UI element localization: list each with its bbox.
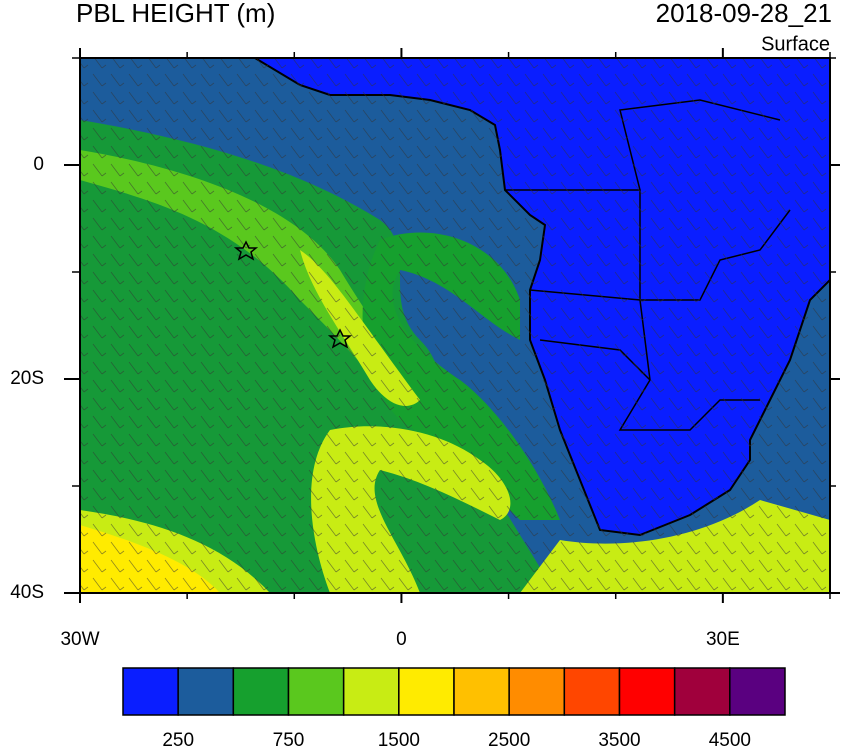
colorbar-label: 4500 <box>709 730 751 750</box>
valid-time: 2018-09-28_21 <box>656 0 832 28</box>
colorbar-box <box>563 667 621 716</box>
x-tick-label: 30E <box>706 629 740 650</box>
colorbar-box <box>618 667 676 716</box>
colorbar-box <box>122 667 179 716</box>
title: PBL HEIGHT (m) <box>76 0 275 28</box>
x-tick-label: 0 <box>396 629 407 650</box>
y-tick-label: 20S <box>10 368 44 389</box>
map-field <box>80 58 830 593</box>
star-marker <box>327 328 353 349</box>
y-tick-label: 0 <box>33 154 44 175</box>
colorbar: 250 750 1500 2500 3500 4500 <box>122 667 786 750</box>
colorbar-box <box>232 667 290 716</box>
colorbar-label: 2500 <box>488 730 530 750</box>
colorbar-label: 1500 <box>378 730 420 750</box>
wind-barbs <box>80 58 830 593</box>
y-tick-label: 40S <box>10 582 44 603</box>
colorbar-label: 3500 <box>598 730 640 750</box>
map-frame <box>79 57 831 594</box>
level: Surface <box>761 33 830 55</box>
colorbar-box <box>398 667 455 716</box>
colorbar-box <box>453 667 510 716</box>
axes: 30W 0 30E 0 20S 40S <box>10 48 840 650</box>
colorbar-label: 250 <box>162 730 194 750</box>
colorbar-box <box>342 667 400 716</box>
colorbar-box <box>729 667 786 716</box>
colorbar-box <box>673 667 731 716</box>
colorbar-box <box>177 667 235 716</box>
colorbar-box <box>508 667 566 716</box>
star-marker <box>233 240 259 261</box>
colorbar-label: 750 <box>273 730 305 750</box>
x-tick-label: 30W <box>60 629 99 650</box>
colorbar-box <box>287 667 345 716</box>
